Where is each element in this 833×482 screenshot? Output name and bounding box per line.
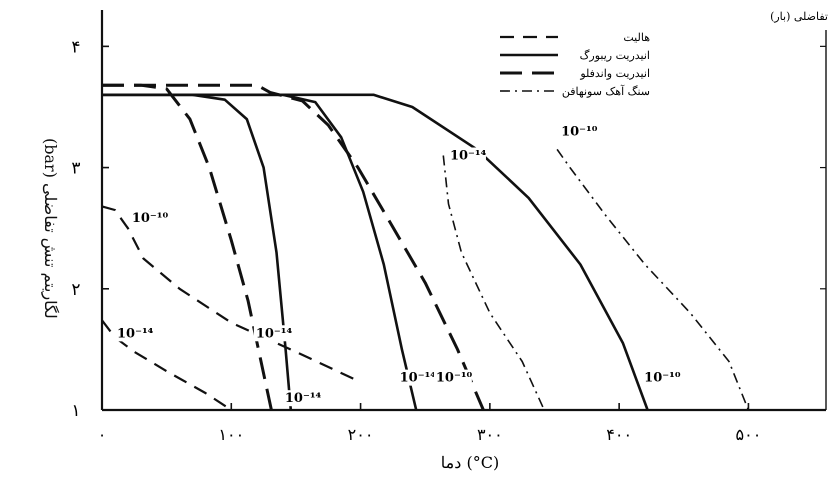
series-line: [102, 93, 649, 411]
curve-label-background: [447, 147, 486, 164]
y-tick-label: ۱: [71, 401, 80, 421]
legend-label: انیدریت واندفلو: [579, 67, 650, 80]
series-line: [102, 83, 273, 411]
y-tick-label: ۴: [71, 37, 80, 57]
curve-label: 10⁻¹⁴: [400, 371, 437, 386]
curve-label: 10⁻¹⁴: [285, 391, 322, 406]
top-right-label: تفاضلی (بار): [770, 10, 828, 23]
legend-label: سنگ آهک سونهافن: [562, 85, 650, 98]
curve-label-background: [115, 325, 154, 342]
curve-label: 10⁻¹⁰: [132, 211, 169, 226]
series-line: [442, 155, 545, 411]
curve-label-background: [253, 325, 292, 342]
series-line: [556, 148, 750, 411]
curve-label: 10⁻¹⁰: [644, 371, 681, 386]
curve-label-background: [433, 369, 472, 386]
series-line: [102, 93, 418, 411]
x-tick-label: ۲۰۰: [348, 425, 374, 444]
curve-label-background: [129, 210, 168, 227]
curve-label-background: [397, 369, 436, 386]
curve-label-background: [559, 123, 598, 140]
series-line: [102, 83, 485, 411]
curve-label-background: [282, 390, 321, 407]
legend-label: هالیت: [623, 31, 650, 44]
curve-label: 10⁻¹⁴: [450, 149, 487, 164]
curve-label: 10⁻¹⁰: [436, 371, 473, 386]
x-tick-label: ۰: [98, 425, 107, 444]
curve-label-background: [642, 369, 681, 386]
x-tick-label: ۴۰۰: [606, 425, 632, 444]
x-tick-label: ۱۰۰: [218, 425, 244, 444]
y-tick-label: ۳: [71, 159, 80, 179]
x-axis-title: دما (°C): [441, 453, 499, 472]
y-tick-label: ۲: [71, 280, 80, 300]
curve-label: 10⁻¹⁰: [561, 124, 598, 139]
x-tick-label: ۵۰۰: [736, 425, 762, 444]
legend: هالیت انیدریت ریبورگ انیدریت واندفلو سنگ آه…: [500, 31, 650, 98]
y-axis-title: لگاریتم تنش تفاضلی (bar): [41, 137, 60, 319]
curve-label: 10⁻¹⁴: [256, 326, 293, 341]
curve-label: 10⁻¹⁴: [117, 326, 154, 341]
x-tick-label: ۳۰۰: [477, 425, 503, 444]
axes-layer: ۰ ۱۰۰ ۲۰۰ ۳۰۰ ۴۰۰ ۵۰۰ ۱ ۲ ۳ ۴: [71, 10, 827, 444]
legend-label: انیدریت ریبورگ: [580, 49, 650, 62]
